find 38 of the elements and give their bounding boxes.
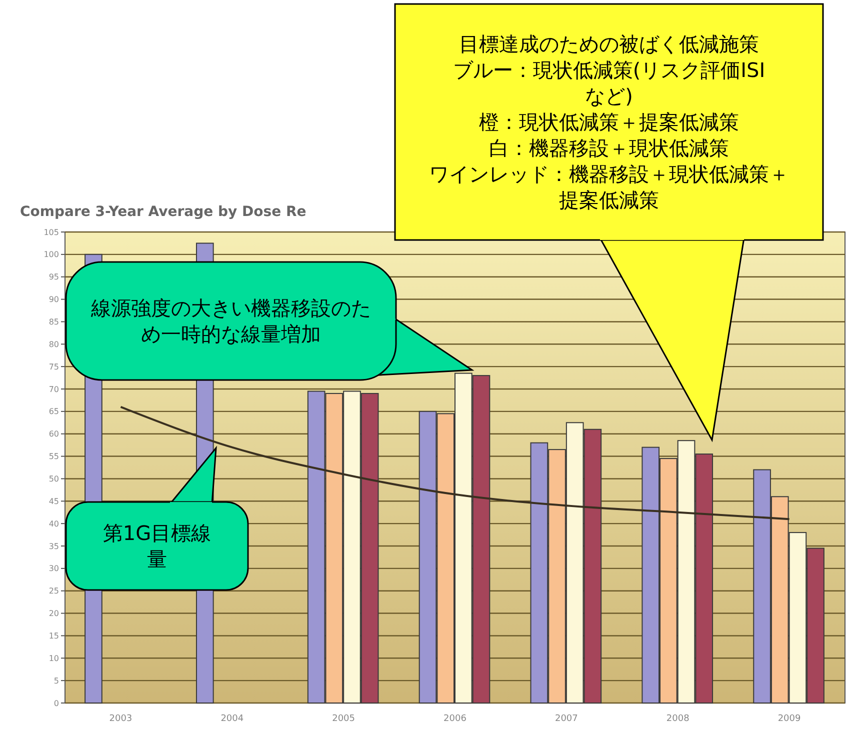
text: ブルー：現状低減策(リスク評価ISI など) bbox=[452, 58, 766, 108]
y-tick-label: 55 bbox=[48, 452, 59, 462]
y-tick-label: 0 bbox=[54, 698, 59, 708]
y-tick-label: 60 bbox=[48, 430, 59, 439]
x-tick-label: 2008 bbox=[666, 714, 690, 724]
y-tick-label: 25 bbox=[48, 586, 59, 596]
y-tick-label: 35 bbox=[48, 542, 59, 551]
text: 白：機器移設＋現状低減策 bbox=[489, 136, 729, 160]
y-tick-label: 40 bbox=[48, 519, 59, 528]
x-tick-label: 2003 bbox=[109, 714, 132, 724]
x-tick-label: 2006 bbox=[444, 714, 467, 724]
y-tick-label: 10 bbox=[48, 654, 59, 663]
y-tick-label: 45 bbox=[48, 496, 59, 506]
x-tick-label: 2005 bbox=[332, 714, 356, 724]
y-tick-label: 15 bbox=[48, 632, 59, 641]
text: ワインレッド：機器移設＋現状低減策＋提案低減策 bbox=[429, 162, 789, 212]
y-tick-label: 50 bbox=[48, 474, 59, 484]
line-series bbox=[120, 406, 790, 520]
annotation: 線源強度の大きい機器移設のため一時的な線量増加 bbox=[90, 296, 371, 346]
x-tick-label: 2004 bbox=[220, 714, 244, 724]
y-tick-label: 20 bbox=[48, 609, 59, 618]
y-tick-label: 95 bbox=[48, 272, 59, 282]
y-tick-label: 5 bbox=[54, 676, 59, 686]
chart-title: Compare 3-Year Average by Dose Re bbox=[20, 204, 306, 220]
y-tick-label: 75 bbox=[48, 362, 59, 372]
y-tick-label: 30 bbox=[48, 564, 59, 574]
x-tick-label: 2007 bbox=[554, 714, 578, 724]
y-tick-label: 65 bbox=[48, 407, 59, 416]
text: 目標達成のための被ばく低減施策 bbox=[459, 32, 759, 56]
x-tick-label: 2009 bbox=[778, 714, 802, 724]
y-tick-label: 90 bbox=[48, 295, 59, 304]
y-tick-label: 70 bbox=[48, 384, 59, 394]
annotation: 第1G目標線量 bbox=[102, 521, 212, 571]
y-tick-label: 85 bbox=[48, 318, 59, 327]
text: 橙：現状低減策＋提案低減策 bbox=[479, 110, 739, 134]
y-tick-label: 80 bbox=[48, 340, 59, 349]
y-tick-label: 100 bbox=[44, 250, 59, 260]
y-tick-label: 105 bbox=[44, 228, 59, 237]
